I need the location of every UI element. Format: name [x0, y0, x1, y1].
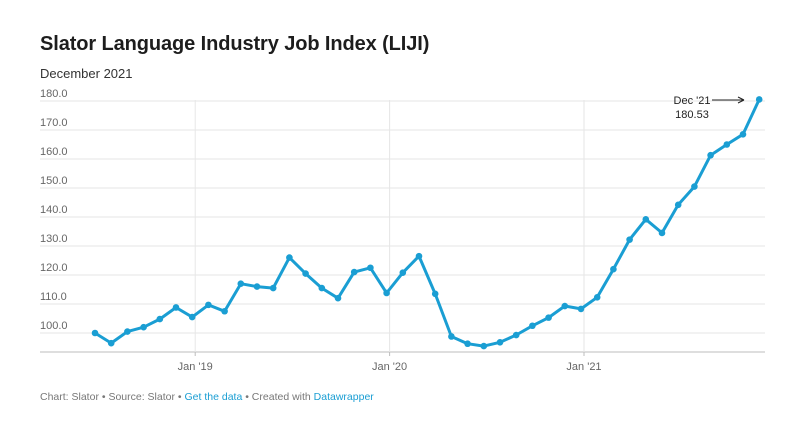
y-tick-label: 120.0 [40, 262, 68, 274]
data-point[interactable] [610, 265, 617, 273]
data-point[interactable] [626, 236, 633, 243]
chart-footer: Chart: Slator • Source: Slator • Get the… [40, 391, 374, 403]
data-point[interactable] [269, 284, 277, 292]
footer-created-with: • Created with [242, 391, 314, 403]
data-point[interactable] [221, 307, 228, 315]
data-point[interactable] [156, 315, 164, 323]
data-point[interactable] [674, 201, 682, 209]
data-point[interactable] [205, 301, 212, 309]
data-point[interactable] [755, 96, 763, 103]
y-tick-label: 100.0 [40, 320, 68, 332]
data-point[interactable] [642, 216, 650, 223]
data-point[interactable] [496, 338, 504, 346]
data-point[interactable] [350, 268, 358, 276]
data-point[interactable] [480, 342, 488, 350]
y-tick-label: 130.0 [40, 233, 68, 245]
data-point[interactable] [707, 151, 714, 159]
data-point[interactable] [448, 333, 455, 340]
data-point[interactable] [561, 302, 569, 310]
x-tick-label: Jan '20 [372, 361, 407, 373]
data-point[interactable] [723, 141, 731, 148]
data-point[interactable] [172, 304, 180, 311]
y-tick-label: 110.0 [40, 291, 67, 303]
y-tick-label: 170.0 [40, 117, 68, 129]
chart-subtitle: December 2021 [40, 66, 133, 81]
data-point[interactable] [253, 283, 261, 290]
data-point[interactable] [739, 131, 747, 138]
y-tick-label: 180.0 [40, 88, 68, 100]
data-point[interactable] [399, 269, 407, 276]
series-line [93, 98, 761, 348]
data-point[interactable] [464, 340, 471, 348]
data-point[interactable] [529, 322, 536, 330]
data-point[interactable] [383, 289, 390, 297]
footer-source: Chart: Slator • Source: Slator • [40, 391, 185, 403]
data-point[interactable] [334, 294, 342, 302]
x-tick-label: Jan '19 [178, 361, 213, 373]
data-point[interactable] [91, 329, 99, 337]
data-point[interactable] [318, 284, 326, 292]
data-point[interactable] [140, 323, 147, 331]
get-the-data-link[interactable]: Get the data [184, 391, 243, 403]
data-point[interactable] [577, 305, 585, 313]
data-point[interactable] [658, 229, 666, 237]
chart-title: Slator Language Industry Job Index (LIJI… [40, 33, 430, 55]
data-point[interactable] [593, 294, 601, 301]
annotation-value: 180.53 [675, 109, 709, 121]
y-tick-label: 140.0 [40, 204, 68, 216]
y-tick-label: 160.0 [40, 146, 68, 158]
datawrapper-link[interactable]: Datawrapper [313, 391, 374, 403]
data-point[interactable] [512, 331, 520, 339]
data-point[interactable] [124, 328, 131, 335]
y-tick-label: 150.0 [40, 175, 68, 187]
data-point[interactable] [431, 290, 439, 298]
annotation-arrowhead [737, 96, 745, 104]
data-point[interactable] [286, 254, 293, 261]
annotation-label: Dec '21 [674, 95, 711, 107]
data-point[interactable] [302, 270, 309, 277]
data-point[interactable] [415, 252, 423, 260]
x-tick-label: Jan '21 [566, 361, 601, 373]
data-point[interactable] [691, 183, 698, 190]
data-point[interactable] [545, 314, 552, 321]
data-point[interactable] [188, 313, 196, 321]
data-point[interactable] [367, 264, 374, 272]
data-point[interactable] [107, 339, 115, 347]
data-point[interactable] [237, 280, 245, 288]
